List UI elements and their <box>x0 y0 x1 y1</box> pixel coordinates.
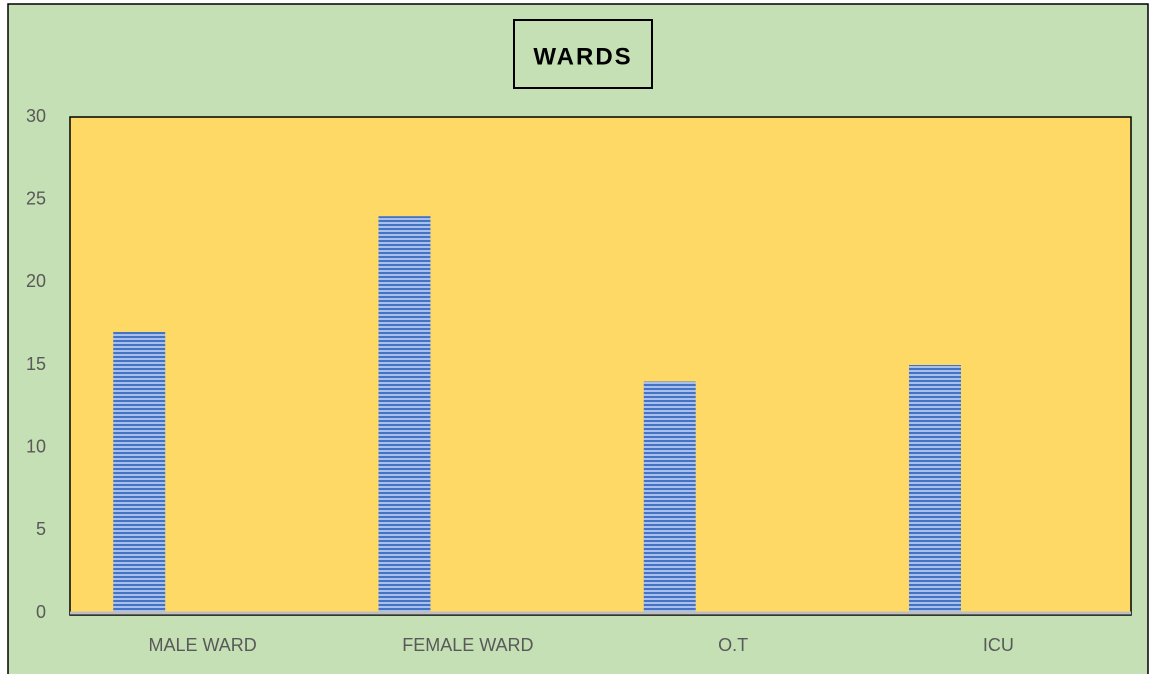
bar <box>908 365 961 613</box>
chart-title: WARDS <box>533 43 632 70</box>
x-tick-label: O.T <box>718 635 748 655</box>
y-tick-label: 30 <box>26 106 46 126</box>
y-tick-label: 5 <box>36 519 46 539</box>
x-tick-label: MALE WARD <box>148 635 256 655</box>
bar <box>378 216 431 613</box>
plot-area <box>69 116 1132 616</box>
y-tick-label: 15 <box>26 354 46 374</box>
x-tick-label: FEMALE WARD <box>402 635 533 655</box>
bar <box>643 381 696 613</box>
y-tick-label: 25 <box>26 188 46 208</box>
y-tick-label: 20 <box>26 271 46 291</box>
y-tick-label: 0 <box>36 602 46 622</box>
x-tick-label: ICU <box>983 635 1014 655</box>
title-box <box>513 19 653 89</box>
y-tick-label: 10 <box>26 436 46 456</box>
bar <box>113 331 166 613</box>
